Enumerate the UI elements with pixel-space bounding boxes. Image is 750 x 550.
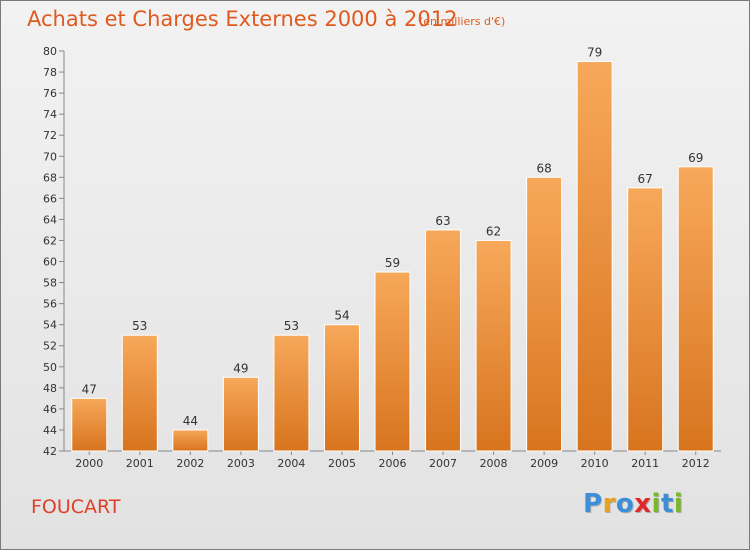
- data-label-2011: 67: [638, 172, 653, 186]
- chart-labels: 47 2000 53 2001 44 2002 49 2003 53 2004 54 2005 59 20…: [75, 46, 709, 470]
- y-tick-label: 44: [43, 424, 57, 437]
- bar-2005: [323, 324, 360, 452]
- y-tick-label: 78: [43, 66, 57, 79]
- data-label-2008: 62: [486, 224, 501, 238]
- x-tick-label-2010: 2010: [581, 457, 609, 470]
- x-tick-label-2003: 2003: [227, 457, 255, 470]
- x-tick-label-2009: 2009: [530, 457, 558, 470]
- y-tick-label: 56: [43, 298, 57, 311]
- y-tick-label: 62: [43, 234, 57, 247]
- y-tick-label: 74: [43, 108, 57, 121]
- data-label-2004: 53: [284, 319, 299, 333]
- bar-2010: [576, 61, 613, 452]
- data-label-2009: 68: [536, 161, 551, 175]
- y-tick-label: 60: [43, 256, 57, 269]
- chart-title: Achats et Charges Externes 2000 à 2012: [27, 7, 458, 31]
- bar-2007: [425, 229, 462, 452]
- x-tick-label-2011: 2011: [631, 457, 659, 470]
- y-tick-label: 46: [43, 403, 57, 416]
- data-label-2003: 49: [233, 361, 248, 375]
- data-label-2010: 79: [587, 46, 602, 60]
- y-tick-label: 72: [43, 129, 57, 142]
- proxiti-logo: Proxiti: [583, 489, 684, 519]
- bar-2001: [121, 334, 158, 452]
- x-tick-label-2001: 2001: [126, 457, 154, 470]
- data-label-2012: 69: [688, 151, 703, 165]
- bar-2002: [172, 429, 209, 452]
- y-tick-label: 58: [43, 277, 57, 290]
- y-tick-label: 66: [43, 192, 57, 205]
- y-tick-label: 42: [43, 445, 57, 458]
- data-label-2006: 59: [385, 256, 400, 270]
- y-tick-label: 68: [43, 171, 57, 184]
- bar-2006: [374, 271, 411, 452]
- x-tick-label-2005: 2005: [328, 457, 356, 470]
- bar-2004: [273, 334, 310, 452]
- data-label-2007: 63: [435, 214, 450, 228]
- data-label-2000: 47: [82, 382, 97, 396]
- x-tick-label-2012: 2012: [682, 457, 710, 470]
- bar-2009: [526, 176, 563, 452]
- x-tick-label-2002: 2002: [176, 457, 204, 470]
- x-tick-label-2000: 2000: [75, 457, 103, 470]
- x-tick-label-2007: 2007: [429, 457, 457, 470]
- bar-2000: [71, 397, 108, 452]
- x-tick-label-2006: 2006: [379, 457, 407, 470]
- bar-2003: [222, 376, 259, 452]
- chart-axes: 42 44 46 48 50 52 54 56 58 60 62 64 66 68 70 72 74 76 78 80: [43, 45, 721, 458]
- y-tick-label: 48: [43, 382, 57, 395]
- bar-2012: [677, 166, 714, 452]
- chart-subtitle: (en milliers d'€): [419, 15, 506, 28]
- chart-bars: [71, 61, 714, 452]
- x-tick-label-2004: 2004: [277, 457, 305, 470]
- y-tick-label: 70: [43, 150, 57, 163]
- x-tick-label-2008: 2008: [480, 457, 508, 470]
- commune-name: FOUCART: [31, 496, 121, 518]
- data-label-2002: 44: [183, 414, 198, 428]
- y-tick-label: 50: [43, 361, 57, 374]
- y-tick-label: 52: [43, 340, 57, 353]
- data-label-2001: 53: [132, 319, 147, 333]
- bar-2011: [627, 187, 664, 452]
- bar-2008: [475, 239, 512, 452]
- y-tick-label: 76: [43, 87, 57, 100]
- data-label-2005: 54: [334, 309, 349, 323]
- y-tick-label: 80: [43, 45, 57, 58]
- y-tick-label: 54: [43, 319, 57, 332]
- y-tick-label: 64: [43, 213, 57, 226]
